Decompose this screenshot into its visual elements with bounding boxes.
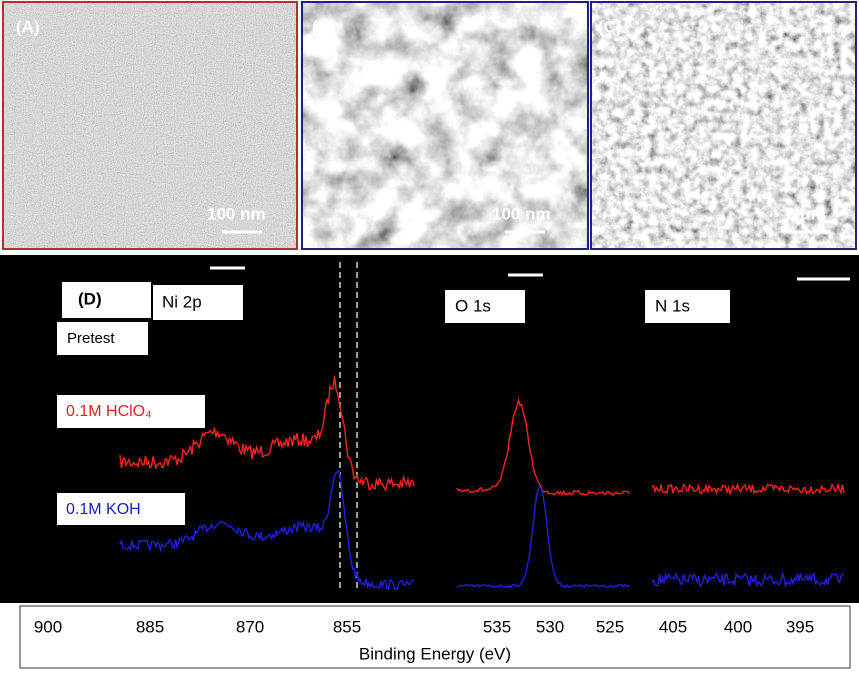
x-tick-label: 400 [724,617,752,636]
panel-b: (B) 100 nm [301,1,589,250]
sample-label: 0.1M HClO₄ [66,403,152,420]
region-label: Ni 2p [162,292,202,311]
scale-bar-label: 100 nm [492,204,551,223]
sample-label: Pretest [67,330,115,347]
scale-bar-label: 2 μm [786,204,826,223]
panel-label: (A) [16,17,40,36]
panel-border [2,1,298,250]
panel-border [301,1,589,250]
scale-bar-label: 100 nm [207,204,266,223]
x-tick-labels: 900 885 870 855 535 530 525 405 400 395 [34,617,814,636]
label-box [645,290,730,323]
panel-a: (A) 100 nm [2,1,298,250]
region-label: N 1s [655,296,690,315]
spectrum [651,570,845,589]
label-box [57,395,205,428]
sem-image [302,2,588,249]
spectrum [456,397,630,497]
label-box [153,285,243,320]
x-tick-label: 885 [136,617,164,636]
panel-label: (D) [78,289,102,308]
sample-label: 0.1M KOH [66,501,141,518]
spectrum [119,469,415,591]
x-axis-title: Binding Energy (eV) [359,644,511,663]
x-tick-label: 530 [536,617,564,636]
label-box [57,493,185,525]
sem-image [591,2,856,249]
panel-label: (B) [312,17,336,36]
panel-label: (C) [598,17,622,36]
spectra [119,375,845,591]
panel-border [590,1,857,250]
spectrum [456,485,630,589]
region-label: O 1s [455,296,491,315]
spectrum [119,375,415,492]
x-tick-label: 525 [596,617,624,636]
sem-image [3,2,297,249]
x-tick-label: 870 [236,617,264,636]
x-tick-label: 535 [483,617,511,636]
label-box [445,290,525,323]
label-box [57,322,148,355]
x-tick-label: 395 [786,617,814,636]
x-tick-label: 405 [659,617,687,636]
panel-c: (C) 2 μm [590,1,857,250]
x-tick-label: 900 [34,617,62,636]
spectrum [651,482,845,496]
x-tick-label: 855 [333,617,361,636]
label-box [62,282,151,318]
axis-box [19,605,851,669]
